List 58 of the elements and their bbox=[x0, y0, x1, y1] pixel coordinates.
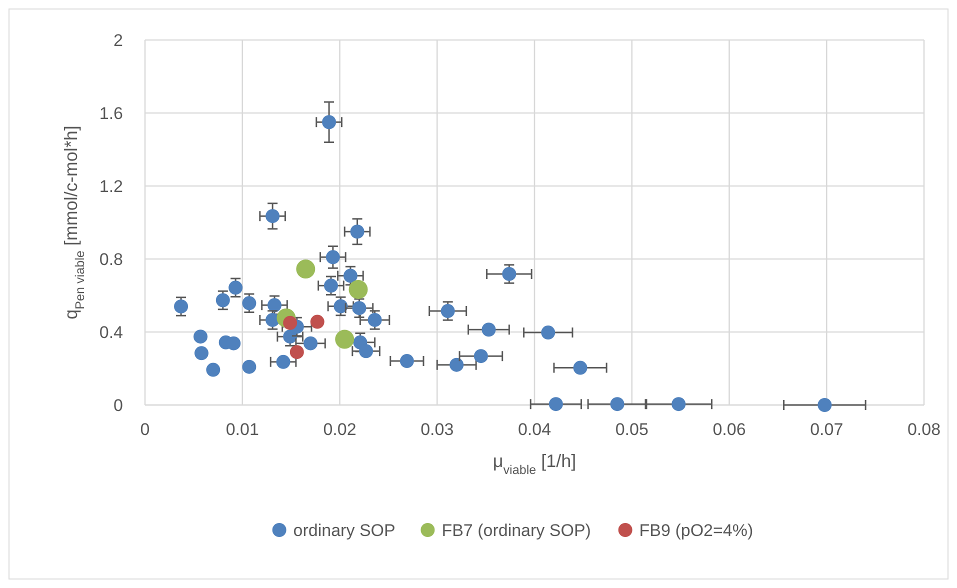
y-tick-label: 2 bbox=[114, 30, 123, 50]
point bbox=[672, 397, 686, 412]
point bbox=[268, 298, 282, 312]
point bbox=[326, 250, 340, 264]
point bbox=[502, 266, 516, 281]
point bbox=[206, 362, 220, 377]
point bbox=[482, 322, 496, 337]
point bbox=[343, 268, 358, 283]
x-tick-label: 0.06 bbox=[712, 420, 746, 439]
point bbox=[474, 349, 488, 364]
x-tick-label: 0.02 bbox=[323, 420, 356, 439]
point bbox=[334, 299, 348, 314]
point bbox=[324, 278, 338, 293]
y-tick-label: 0.8 bbox=[99, 250, 123, 269]
point bbox=[573, 360, 588, 375]
point bbox=[818, 398, 832, 412]
point bbox=[335, 330, 354, 349]
x-tick-label: 0.01 bbox=[226, 420, 259, 439]
legend-label: FB9 (pO2=4%) bbox=[639, 520, 754, 540]
x-tick-label: 0.05 bbox=[615, 420, 648, 439]
point bbox=[350, 224, 364, 239]
y-tick-label: 0 bbox=[114, 396, 123, 415]
point bbox=[304, 336, 318, 350]
point bbox=[610, 397, 624, 412]
point bbox=[310, 314, 324, 329]
point bbox=[266, 312, 280, 327]
y-tick-label: 0.4 bbox=[99, 322, 123, 342]
point bbox=[266, 209, 280, 224]
x-axis-title: μ$_{viable}$ [1/h] bbox=[492, 451, 576, 477]
point bbox=[242, 296, 256, 310]
point bbox=[290, 345, 304, 360]
legend-label: FB7 (ordinary SOP) bbox=[442, 520, 591, 540]
point bbox=[296, 260, 316, 279]
x-tick-label: 0.03 bbox=[420, 420, 454, 439]
y-tick-label: 1.6 bbox=[99, 104, 123, 123]
x-tick-label: 0.07 bbox=[810, 420, 844, 439]
point bbox=[242, 360, 256, 374]
point bbox=[440, 304, 455, 318]
point bbox=[541, 326, 556, 340]
point bbox=[174, 299, 188, 314]
point bbox=[368, 312, 382, 327]
point bbox=[400, 354, 414, 368]
x-tick-label: 0.04 bbox=[518, 420, 552, 439]
x-tick-label: 0.08 bbox=[907, 420, 941, 439]
point bbox=[194, 346, 208, 360]
point bbox=[216, 293, 230, 308]
point bbox=[548, 397, 563, 412]
point bbox=[348, 280, 368, 299]
point bbox=[352, 301, 366, 316]
point bbox=[359, 344, 374, 358]
legend-label: ordinary SOP bbox=[293, 520, 396, 540]
y-tick-label: 1.2 bbox=[99, 176, 123, 196]
point bbox=[228, 280, 243, 295]
point bbox=[276, 354, 290, 369]
point bbox=[450, 358, 464, 372]
point bbox=[194, 330, 208, 344]
x-tick-label: 0 bbox=[140, 420, 150, 439]
point bbox=[322, 115, 336, 130]
